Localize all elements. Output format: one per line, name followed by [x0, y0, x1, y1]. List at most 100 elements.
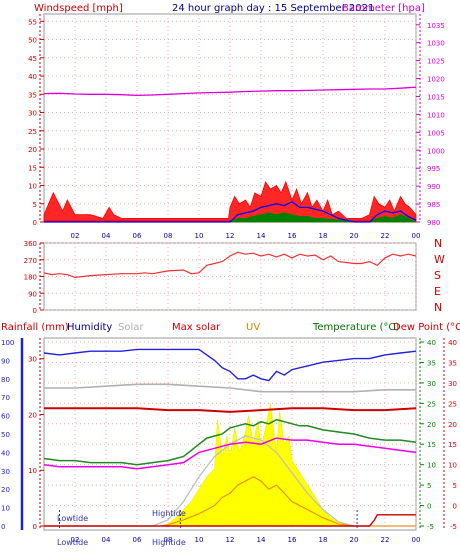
humidity-y-tick-label: 90 — [1, 357, 10, 365]
temperature-series — [43, 418, 417, 466]
wind-series — [43, 86, 417, 223]
wind-x-tick-label: 06 — [133, 232, 142, 240]
wind-avg-series — [44, 201, 417, 223]
rain-series — [44, 514, 416, 527]
wind-x-tick-label: 10 — [195, 232, 204, 240]
temperature-series — [43, 348, 417, 527]
compass-label: E — [434, 285, 441, 298]
lowtide-bottom-label: Lowtide — [57, 538, 88, 547]
wind-y-tick-label: 55 — [28, 18, 37, 26]
humidity-y-tick-label: 50 — [1, 431, 10, 439]
temperature-x-tick-label: 04 — [102, 536, 111, 544]
temperature-y-tick-label: 25 — [427, 400, 436, 408]
wind-x-tick-label: 22 — [381, 232, 390, 240]
temperature-x-tick-label: 12 — [226, 536, 235, 544]
temperature-y-tick-label: 0 — [427, 503, 431, 511]
compass-label: N — [434, 301, 442, 314]
temperature-x-tick-label: 10 — [195, 536, 204, 544]
direction-y-tick-label: 360 — [24, 240, 37, 248]
dewpoint-y-tick-label: 30 — [448, 380, 457, 388]
barometer-axis-label: Barometer [hpa] — [342, 3, 425, 14]
compass-label: N — [434, 237, 442, 250]
baro-y-tick-label: 1010 — [427, 111, 445, 119]
humidity-y-tick-label: 20 — [1, 486, 10, 494]
dewpoint-y-tick-label: 20 — [448, 421, 457, 429]
humidity-y-tick-label: 30 — [1, 468, 10, 476]
dewpoint-y-tick-label: 10 — [448, 462, 457, 470]
chart-title: 24 hour graph day : 15 September 2021 — [172, 3, 374, 14]
dewpoint-axis-label: Dew Point (°C) — [393, 322, 460, 333]
barometer-series — [43, 86, 417, 97]
rain-y-tick-label: 30 — [28, 356, 37, 364]
max-solar-series — [44, 407, 417, 413]
humidity-y-tick-label: 10 — [1, 505, 10, 513]
temperature-y-tick-label: -5 — [427, 523, 434, 531]
max-solar-legend-label: Max solar — [172, 322, 221, 333]
dewpoint-y-tick-label: -5 — [450, 523, 457, 531]
temperature-y-tick-label: 40 — [427, 339, 436, 347]
humidity-y-tick-label: 40 — [1, 449, 10, 457]
wind-x-tick-label: 14 — [257, 232, 266, 240]
baro-y-tick-label: 985 — [427, 201, 440, 209]
humidity-y-tick-label: 70 — [1, 394, 10, 402]
temperature-y-tick-label: 35 — [427, 359, 436, 367]
max-solar-curve-series — [44, 435, 416, 527]
wind-y-tick-label: 50 — [28, 37, 37, 45]
wind-y-tick-label: 35 — [28, 91, 37, 99]
direction-y-tick-label: 0 — [33, 307, 37, 315]
wind-y-tick-label: 15 — [28, 164, 37, 172]
wind-x-tick-label: 18 — [319, 232, 328, 240]
temperature-axis-label: Temperature (°C) — [312, 322, 399, 333]
dewpoint-y-tick-label: 15 — [448, 441, 457, 449]
temperature-y-tick-label: 20 — [427, 421, 436, 429]
direction-grid — [44, 242, 417, 311]
dewpoint-y-tick-label: 40 — [448, 339, 457, 347]
baro-y-tick-label: 1005 — [427, 129, 445, 137]
solar-legend-label: Solar — [118, 322, 144, 333]
wind-y-tick-label: 30 — [28, 110, 37, 118]
dewpoint-y-tick-label: 0 — [453, 503, 457, 511]
dewpoint-series — [43, 437, 417, 470]
compass-label: W — [434, 253, 445, 266]
temperature-x-tick-label: 02 — [71, 536, 80, 544]
compass-label: S — [434, 269, 441, 282]
temperature-x-tick-label: 14 — [257, 536, 266, 544]
humidity-y-tick-label: 80 — [1, 376, 10, 384]
temperature-axes: -5 0 5 10 15 20 25 30 35 40 -5 0 5 10 15 20 25 30 35 40 0 10 2… — [1, 338, 457, 544]
baro-y-tick-label: 990 — [427, 183, 440, 191]
temperature-x-tick-label: 08 — [164, 536, 173, 544]
uv-legend-label: UV — [246, 322, 260, 333]
wind-x-tick-label: 00 — [412, 232, 421, 240]
wind-x-tick-label: 04 — [102, 232, 111, 240]
wind-y-tick-label: 25 — [28, 128, 37, 136]
baro-y-tick-label: 1015 — [427, 93, 445, 101]
temperature-x-tick-label: 22 — [381, 536, 390, 544]
wind-y-tick-label: 10 — [28, 183, 37, 191]
temperature-y-tick-label: 5 — [427, 482, 431, 490]
wind-y-tick-label: 45 — [28, 55, 37, 63]
wind-axes: 0510152025303540455055980985990995100010… — [28, 14, 445, 240]
wind-x-tick-label: 20 — [350, 232, 359, 240]
wind-y-tick-label: 20 — [28, 146, 37, 154]
wind-x-tick-label: 02 — [71, 232, 80, 240]
temperature-y-tick-label: 10 — [427, 462, 436, 470]
dewpoint-y-tick-label: 5 — [453, 482, 457, 490]
humidity-y-tick-label: 0 — [1, 523, 5, 531]
direction-series — [43, 251, 417, 279]
dewpoint-y-tick-label: 25 — [448, 400, 457, 408]
temperature-x-tick-label: 20 — [350, 536, 359, 544]
wind-gust-series — [43, 180, 417, 223]
temperature-x-tick-label: 00 — [412, 536, 421, 544]
rain-y-tick-label: 0 — [33, 523, 37, 531]
lowtide-label: Lowtide — [57, 514, 88, 523]
humidity-y-tick-label: 60 — [1, 413, 10, 421]
rain-y-tick-label: 20 — [28, 411, 37, 419]
windspeed-axis-label: Windspeed [mph] — [34, 3, 123, 14]
dewpoint-y-tick-label: 35 — [448, 359, 457, 367]
solar-line-series — [44, 383, 416, 393]
temperature-y-tick-label: 15 — [427, 441, 436, 449]
temperature-x-tick-label: 06 — [133, 536, 142, 544]
temperature-x-tick-label: 18 — [319, 536, 328, 544]
